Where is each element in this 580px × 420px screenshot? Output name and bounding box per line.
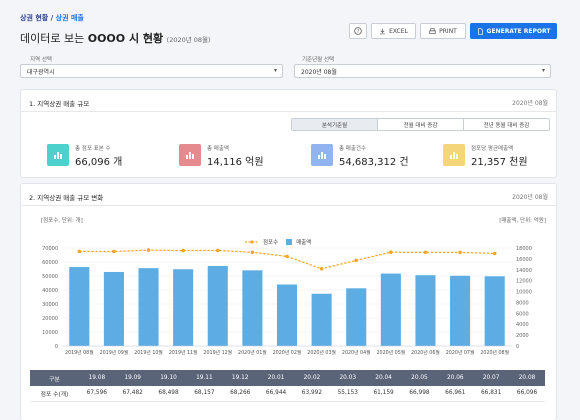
section2-title: 2. 지역상권 매출 규모 변화: [29, 194, 104, 202]
kpi-value: 66,096 개: [75, 157, 123, 168]
kpi-value: 54,683,312 건: [339, 157, 409, 168]
kpi-label: 총 점포 표본 수: [75, 146, 111, 152]
store-count-table: 구분 19.08 19.09 19.10 19.11 19.12 20.01 20.02 20…: [30, 370, 545, 402]
table-row: 점포 수(개) 67,596 67,482 68,498 68,157 68,266 66,…: [30, 386, 545, 402]
print-button[interactable]: PRINT: [420, 23, 466, 39]
kpi-value: 14,116 억원: [207, 157, 264, 168]
bar-chart-icon: [311, 144, 333, 166]
kpi-avg-sales: 점포당 평균매출액 21,357 천원: [443, 140, 573, 170]
table-cell: 61,159: [365, 386, 402, 402]
table-cell: 66,096: [509, 386, 545, 402]
table-cell: 68,498: [150, 386, 187, 402]
excel-button[interactable]: EXCEL: [371, 23, 416, 39]
table-header-cell: 20.02: [293, 370, 330, 386]
table-header-cell: 19.10: [150, 370, 187, 386]
kpi-total-sales: 총 매출액 14,116 억원: [179, 140, 309, 170]
table-header-cell: 20.04: [365, 370, 402, 386]
kpi-label: 점포당 평균매출액: [471, 146, 514, 152]
bar-chart-icon: [443, 144, 465, 166]
document-icon: [477, 27, 483, 35]
bar-legend-swatch: [286, 239, 293, 245]
breadcrumb-separator: /: [50, 14, 54, 22]
kpi-value: 21,357 천원: [471, 157, 528, 168]
generate-report-button[interactable]: GENERATE REPORT: [470, 23, 557, 39]
table-header-cell: 19.08: [78, 370, 115, 386]
table-cell: 66,831: [473, 386, 510, 402]
table-header-label: 구분: [30, 370, 79, 386]
kpi-label: 총 매출건수: [339, 146, 367, 152]
comparison-tabs: 분석기준월 전월 대비 증감 전년 동월 대비 증감: [291, 118, 550, 131]
title-prefix: 데이터로 보는: [20, 32, 85, 45]
section2-date: 2020년 08월: [512, 194, 548, 201]
breadcrumb-root[interactable]: 상권 현황: [20, 14, 49, 22]
period-select[interactable]: 2020년 08월 ▾: [294, 64, 551, 78]
section1-date: 2020년 08월: [512, 100, 548, 107]
chevron-down-icon: ▾: [541, 67, 545, 74]
tab-base-month[interactable]: 분석기준월: [292, 119, 377, 130]
table-cell: 66,961: [437, 386, 474, 402]
help-button[interactable]: ?: [349, 23, 367, 39]
region-select[interactable]: 대구광역시 ▾: [20, 64, 283, 78]
chart-legend: 점포수 매출액: [245, 238, 311, 246]
print-label: PRINT: [439, 27, 457, 35]
kpi-sales-count: 총 매출건수 54,683,312 건: [311, 140, 441, 170]
table-header-cell: 20.03: [329, 370, 366, 386]
excel-label: EXCEL: [389, 27, 408, 35]
divider: [21, 205, 556, 206]
tab-month-over-month[interactable]: 전월 대비 증감: [377, 119, 463, 130]
legend-bar-label: 매출액: [296, 240, 312, 246]
table-header-cell: 20.07: [473, 370, 510, 386]
table-header-cell: 20.05: [401, 370, 438, 386]
region-filter-label: 지역 선택: [30, 57, 52, 63]
region-select-value: 대구광역시: [27, 68, 55, 76]
tab-year-over-year[interactable]: 전년 동월 대비 증감: [463, 119, 549, 130]
period-filter-label: 기준년월 선택: [302, 57, 335, 63]
table-header-row: 구분 19.08 19.09 19.10 19.11 19.12 20.01 20.02 20…: [30, 370, 545, 386]
sales-size-card: 1. 지역상권 매출 규모 2020년 08월 분석기준월 전월 대비 증감 전…: [20, 89, 557, 178]
breadcrumb: 상권 현황 / 상권 매출: [20, 13, 84, 23]
table-cell: 68,157: [186, 386, 223, 402]
page-title: 데이터로 보는 OOOO 시 현황 (2020년 08월): [20, 30, 211, 46]
table-cell: 66,998: [401, 386, 438, 402]
chevron-down-icon: ▾: [273, 67, 277, 74]
svg-text:?: ?: [357, 29, 360, 35]
printer-icon: [429, 27, 436, 34]
table-cell: 55,153: [329, 386, 366, 402]
table-cell: 68,266: [222, 386, 259, 402]
right-axis-unit: [매출액, 단위: 억원]: [499, 218, 546, 224]
generate-report-label: GENERATE REPORT: [486, 27, 551, 35]
divider: [21, 111, 556, 112]
kpi-label: 총 매출액: [207, 146, 229, 152]
table-cell: 67,596: [78, 386, 115, 402]
bar-chart-icon: [47, 144, 69, 166]
bar-chart-icon: [179, 144, 201, 166]
table-row-label: 점포 수(개): [30, 386, 79, 402]
table-header-cell: 19.12: [222, 370, 259, 386]
kpi-store-count: 총 점포 표본 수 66,096 개: [47, 140, 177, 170]
line-legend-swatch: [245, 240, 259, 244]
left-axis-unit: [점포수, 단위: 개]: [41, 218, 83, 224]
question-icon: ?: [354, 27, 362, 35]
table-cell: 66,944: [258, 386, 294, 402]
table-header-cell: 20.08: [509, 370, 545, 386]
legend-line-label: 점포수: [263, 240, 279, 246]
title-period: (2020년 08월): [166, 36, 211, 44]
download-icon: [380, 28, 386, 34]
title-city: OOOO 시 현황: [87, 32, 164, 45]
table-header-cell: 20.06: [437, 370, 474, 386]
period-select-value: 2020년 08월: [301, 68, 337, 76]
breadcrumb-current: 상권 매출: [55, 14, 84, 22]
table-cell: 63,992: [293, 386, 330, 402]
section1-title: 1. 지역상권 매출 규모: [29, 100, 90, 108]
table-cell: 67,482: [114, 386, 151, 402]
table-header-cell: 20.01: [258, 370, 294, 386]
table-header-cell: 19.11: [186, 370, 223, 386]
table-header-cell: 19.09: [114, 370, 151, 386]
